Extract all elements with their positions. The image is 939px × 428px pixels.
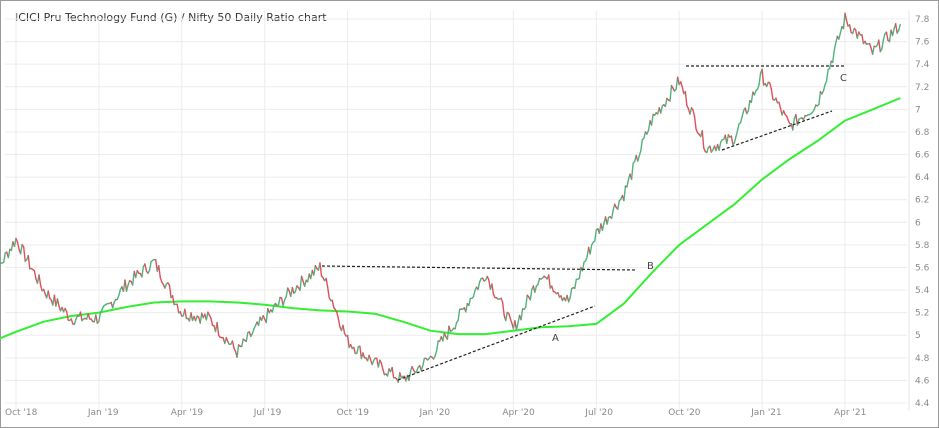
y-tick-label: 6.8 <box>915 128 930 138</box>
trendline <box>397 305 596 381</box>
y-tick-label: 5.8 <box>915 241 930 251</box>
y-axis: 7.8 7.6 7.4 7.2 7 6.8 6.6 6.4 6.2 6 5.8 5.6 5.4 5.2 5 4… <box>915 15 930 409</box>
trendline <box>721 110 833 151</box>
x-tick-label: Oct '18 <box>5 408 38 418</box>
annotation-label-b: B <box>647 261 654 272</box>
x-tick-label: Jul '20 <box>584 408 613 418</box>
y-tick-label: 5.6 <box>915 263 930 273</box>
y-tick-label: 4.4 <box>915 399 930 409</box>
trendlines: B A C <box>321 65 847 381</box>
y-tick-label: 5 <box>915 331 921 341</box>
x-tick-label: Oct '19 <box>337 408 370 418</box>
x-axis: Oct '18 Jan '19 Apr '19 Jul '19 Oct '19 Jan '… <box>5 408 866 418</box>
y-tick-label: 6.6 <box>915 151 930 161</box>
x-tick-label: Oct '20 <box>668 408 701 418</box>
x-tick-label: Apr '19 <box>171 408 204 418</box>
y-tick-label: 6.2 <box>915 196 929 206</box>
gridlines <box>5 11 910 411</box>
chart-title: ICICI Pru Technology Fund (G) / Nifty 50… <box>15 11 327 24</box>
x-tick-label: Jul '19 <box>253 408 282 418</box>
y-tick-label: 7.2 <box>915 83 929 93</box>
y-tick-label: 7 <box>915 105 921 115</box>
annotation-label-a: A <box>552 333 559 344</box>
moving-average-line <box>0 97 901 340</box>
y-tick-label: 4.8 <box>915 354 930 364</box>
ratio-price-line <box>0 12 901 383</box>
x-tick-label: Apr '21 <box>834 408 866 418</box>
y-tick-label: 5.4 <box>915 286 930 296</box>
y-tick-label: 7.8 <box>915 15 930 25</box>
y-tick-label: 5.2 <box>915 309 929 319</box>
y-tick-label: 6 <box>915 218 921 228</box>
y-tick-label: 7.6 <box>915 38 930 48</box>
x-tick-label: Jan '21 <box>750 408 782 418</box>
annotation-label-c: C <box>840 73 847 84</box>
x-tick-label: Jan '20 <box>419 408 451 418</box>
y-tick-label: 4.6 <box>915 376 930 386</box>
y-tick-label: 7.4 <box>915 60 930 70</box>
x-tick-label: Apr '20 <box>502 408 535 418</box>
y-tick-label: 6.4 <box>915 173 930 183</box>
x-tick-label: Jan '19 <box>87 408 119 418</box>
trendline <box>321 265 636 271</box>
